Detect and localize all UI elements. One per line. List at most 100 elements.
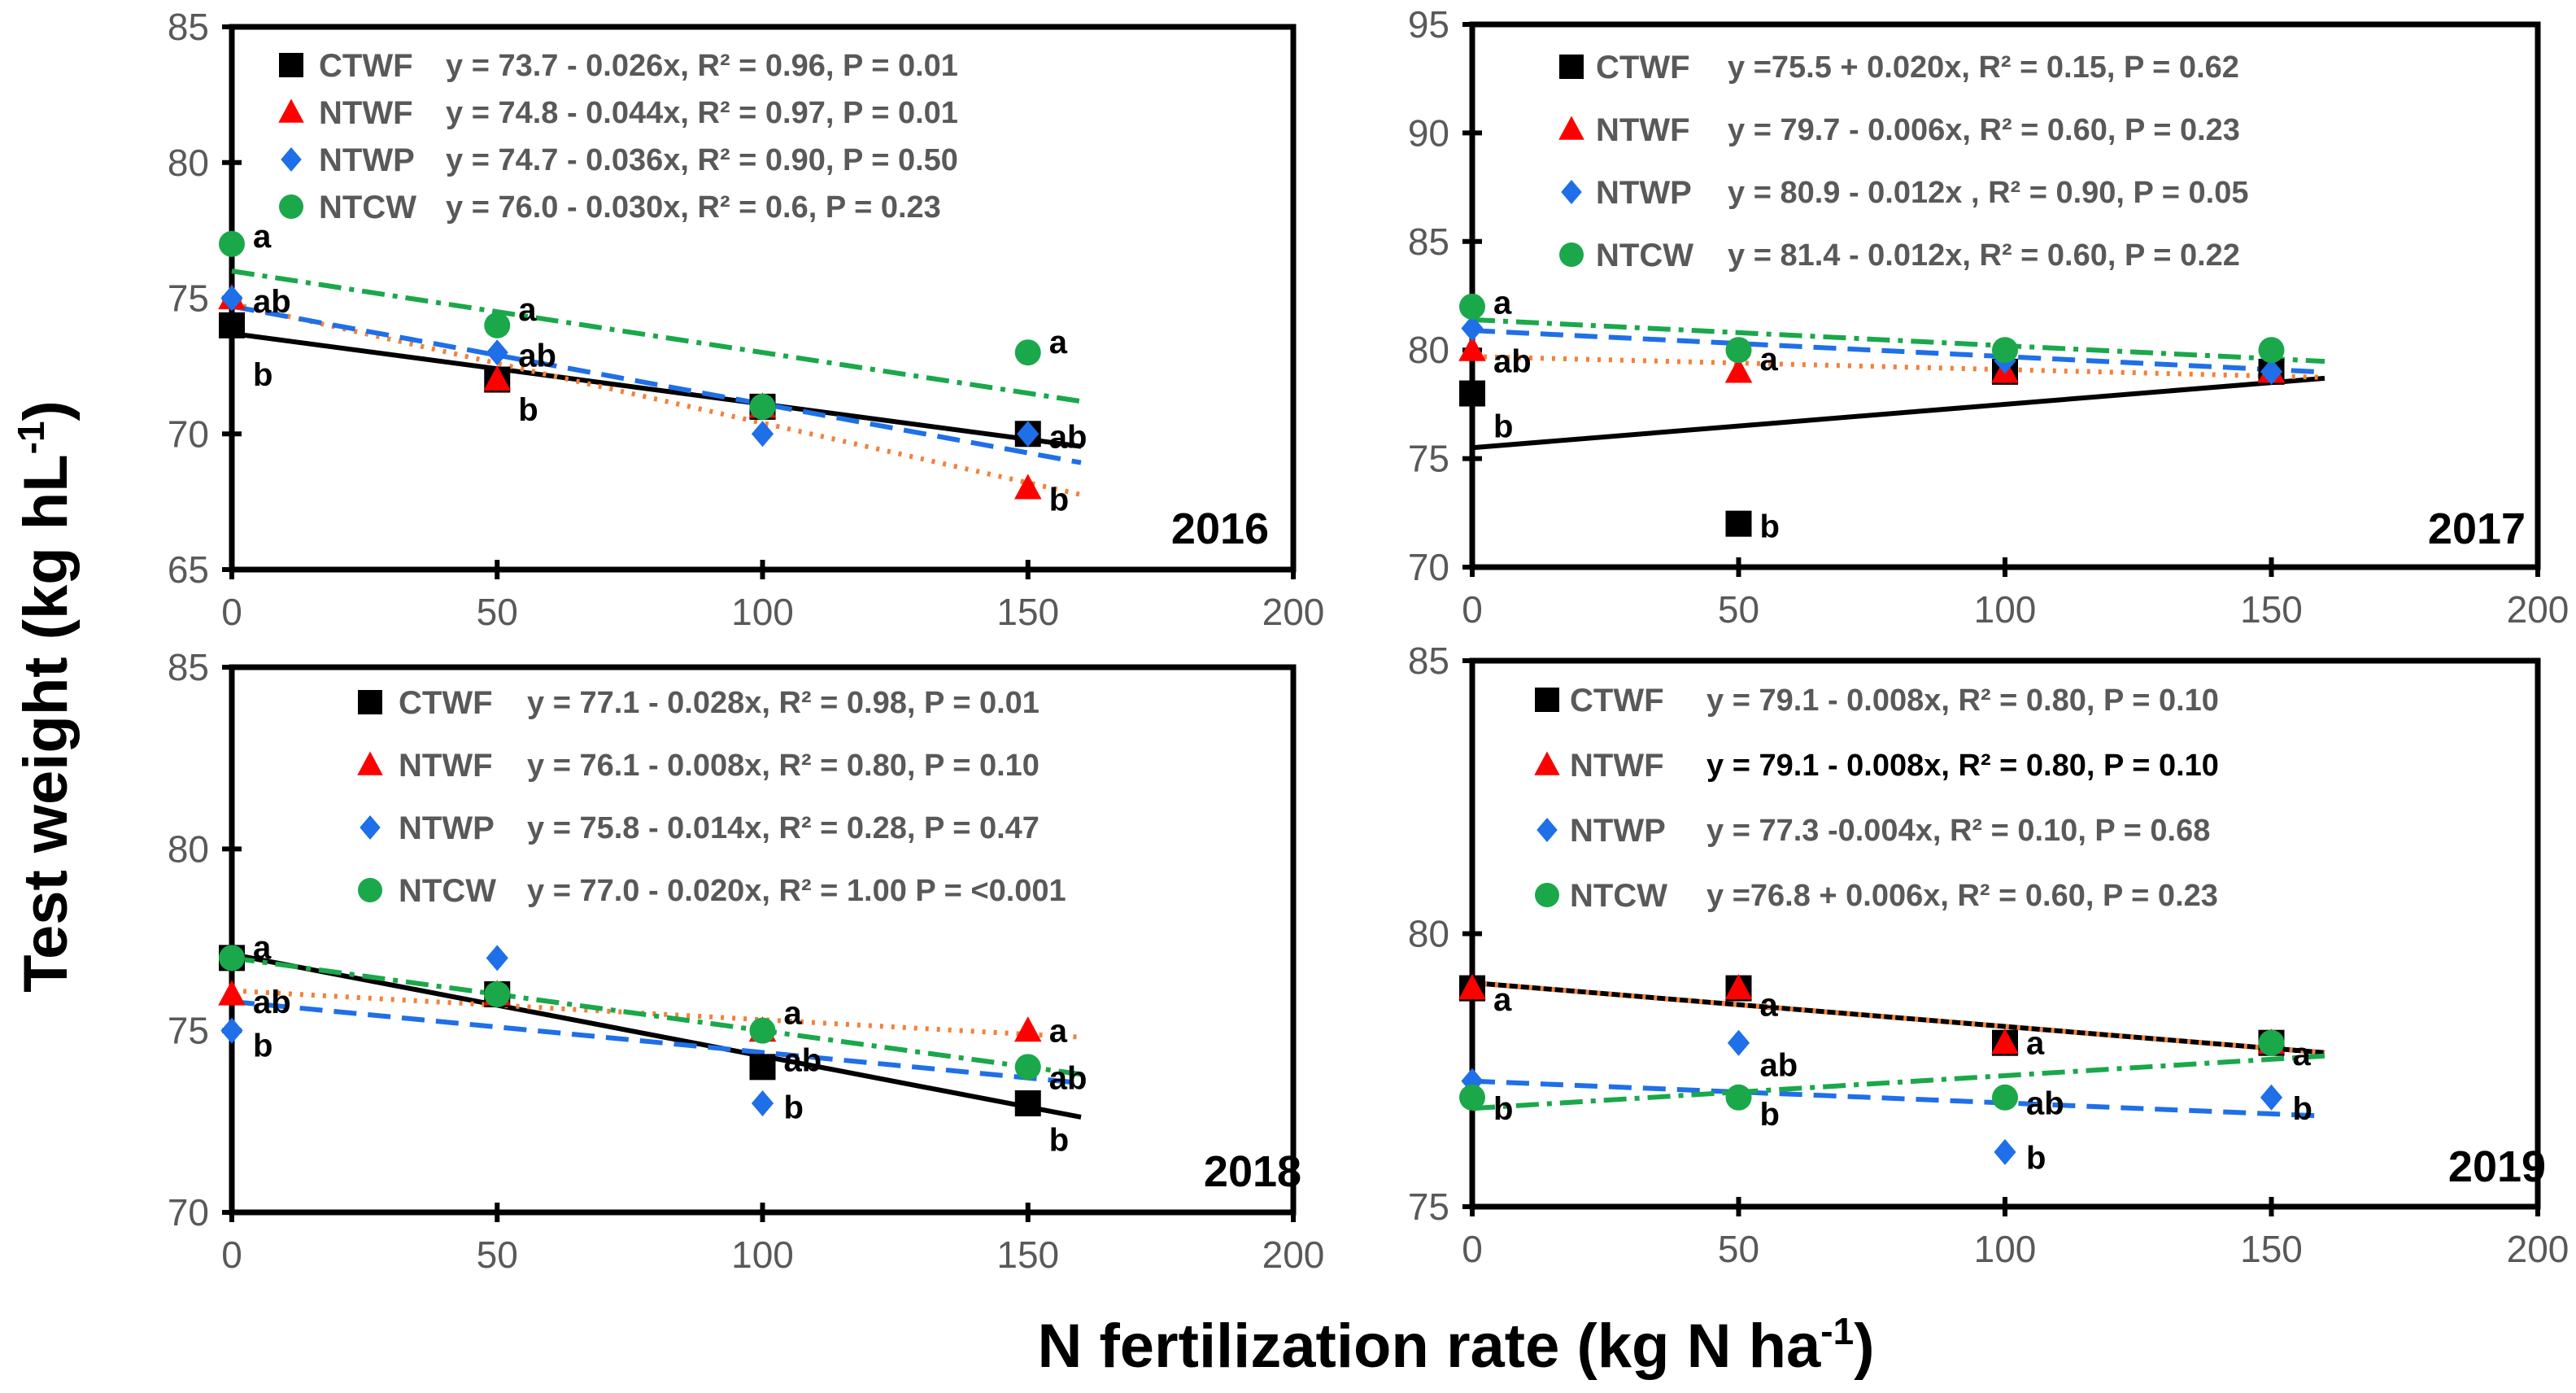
data-point-ntcw (1459, 1084, 1485, 1111)
legend-label-ntwf: NTWF (1596, 112, 1690, 148)
significance-label: b (518, 392, 538, 428)
regression-equation-ntwf: y = 76.1 - 0.008x, R² = 0.80, P = 0.10 (527, 749, 1040, 783)
legend-label-ntwp: NTWP (1596, 175, 1692, 211)
x-tick-label: 100 (1974, 1228, 2037, 1270)
regression-equation-ntwf: y = 79.7 - 0.006x, R² = 0.60, P = 0.23 (1728, 113, 2240, 147)
y-tick-label: 75 (1408, 1186, 1449, 1228)
y-tick-label: 80 (1408, 913, 1449, 955)
data-point-ntcw (1725, 1084, 1752, 1111)
significance-label: b (784, 1090, 804, 1125)
data-point-ntwf (1458, 974, 1486, 1000)
regression-equation-ntcw: y = 77.0 - 0.020x, R² = 1.00 P = <0.001 (527, 874, 1066, 908)
legend-marker-ntwp (360, 815, 381, 840)
legend-marker-ctwf (1559, 55, 1584, 79)
x-axis-title-main: N fertilization rate (kg N ha (1037, 1312, 1821, 1381)
x-tick-label: 200 (1262, 591, 1325, 633)
significance-label: ab (1049, 1061, 1087, 1097)
significance-label: b (1049, 1123, 1069, 1159)
fit-line-ctwf (231, 951, 1082, 1120)
significance-label: b (253, 357, 272, 393)
legend-marker-ntcw (1559, 242, 1584, 267)
fit-line-ctwf (1471, 375, 2325, 451)
data-point-ntwp (751, 421, 774, 448)
panel-year-label: 2016 (1171, 504, 1269, 553)
legend-label-ctwf: CTWF (319, 48, 413, 84)
significance-label: b (1493, 1091, 1513, 1127)
x-tick-label: 50 (477, 591, 518, 633)
panel-year-label: 2019 (2448, 1142, 2546, 1191)
x-tick-label: 150 (2240, 1228, 2303, 1270)
data-point-ntwf (218, 980, 246, 1006)
legend-label-ctwf: CTWF (1570, 683, 1664, 718)
significance-label: ab (1493, 344, 1532, 380)
plot-frame (1469, 657, 2541, 1210)
y-tick-label: 70 (1408, 546, 1449, 588)
panel-2018: 70 75 80 85 0 50 100 150 200 a ab b a ab b a ab b CTWF y = … (168, 646, 1325, 1276)
significance-label: a (2293, 1037, 2312, 1072)
y-axis-title-sup: -1 (10, 421, 52, 454)
y-tick-label: 75 (168, 1010, 209, 1052)
x-tick-label: 50 (1718, 1228, 1759, 1270)
data-point-ntwp (1994, 1138, 2016, 1165)
legend-marker-ntcw (1535, 883, 1559, 907)
legend-marker-ntcw (358, 878, 382, 902)
regression-equation-ntwp: y = 74.7 - 0.036x, R² = 0.90, P = 0.50 (446, 143, 958, 177)
y-tick-label: 90 (1408, 111, 1449, 154)
data-point-ntwp (1017, 421, 1040, 448)
fit-line-ntcw (231, 955, 1082, 1077)
y-tick-label: 95 (1408, 3, 1449, 46)
x-tick-label: 0 (1462, 1228, 1483, 1270)
regression-equation-ntwp: y = 77.3 -0.004x, R² = 0.10, P = 0.68 (1706, 814, 2210, 848)
y-tick-label: 70 (168, 1191, 209, 1234)
regression-equation-ntcw: y =76.8 + 0.006x, R² = 0.60, P = 0.23 (1706, 879, 2218, 913)
y-tick-label: 75 (168, 277, 209, 320)
legend-label-ntcw: NTCW (399, 873, 496, 909)
significance-label: ab (1760, 1048, 1798, 1084)
significance-label: b (1760, 1097, 1780, 1133)
fit-line-ntcw (1471, 1053, 2325, 1111)
significance-label: a (2026, 1026, 2045, 1062)
data-point-ntcw (2258, 337, 2285, 364)
x-tick-label: 200 (1262, 1234, 1325, 1276)
y-tick-label: 70 (168, 413, 209, 455)
y-axis-title-main: Test weight (kg hL (11, 454, 81, 992)
data-point-ntwp (1727, 1029, 1750, 1056)
data-point-ntcw (749, 1017, 776, 1044)
significance-label: a (253, 930, 272, 966)
data-point-ntcw (484, 981, 511, 1007)
legend-marker-ntwp (281, 147, 302, 172)
x-tick-label: 200 (2507, 588, 2569, 631)
data-point-ntwf (1013, 1016, 1042, 1042)
data-point-ntcw (219, 230, 245, 257)
data-point-ctwf (1725, 510, 1752, 537)
legend-marker-ntwf (357, 751, 383, 775)
x-axis-title-sup: -1 (1820, 1310, 1854, 1352)
significance-label: ab (1049, 420, 1087, 456)
significance-label: b (2026, 1141, 2046, 1177)
regression-equation-ntcw: y = 81.4 - 0.012x, R² = 0.60, P = 0.22 (1728, 238, 2240, 273)
data-point-ntcw (1014, 1054, 1041, 1081)
legend-label-ctwf: CTWF (399, 685, 493, 721)
legend-label-ntcw: NTCW (319, 190, 416, 225)
data-point-ntcw (484, 312, 511, 338)
data-point-ctwf (1459, 380, 1485, 407)
data-point-ntwf (1724, 357, 1753, 383)
legend-label-ntcw: NTCW (1596, 238, 1693, 273)
y-tick-label: 80 (168, 828, 209, 870)
significance-label: a (1049, 1014, 1068, 1050)
data-point-ntwp (220, 285, 243, 312)
x-tick-label: 150 (996, 591, 1059, 633)
significance-label: a (1493, 286, 1512, 321)
y-tick-label: 80 (168, 142, 209, 184)
significance-label: ab (784, 1042, 822, 1078)
significance-label: ab (518, 338, 556, 374)
x-tick-label: 150 (2240, 588, 2303, 631)
significance-label: b (1493, 409, 1513, 445)
fit-line-ntwp (231, 998, 1082, 1085)
x-tick-label: 150 (996, 1234, 1059, 1276)
data-point-ntcw (1992, 1084, 2018, 1111)
y-axis-title: Test weight (kg hL-1) (10, 400, 81, 993)
data-point-ntwf (1991, 1028, 2019, 1055)
significance-label: ab (253, 985, 291, 1020)
